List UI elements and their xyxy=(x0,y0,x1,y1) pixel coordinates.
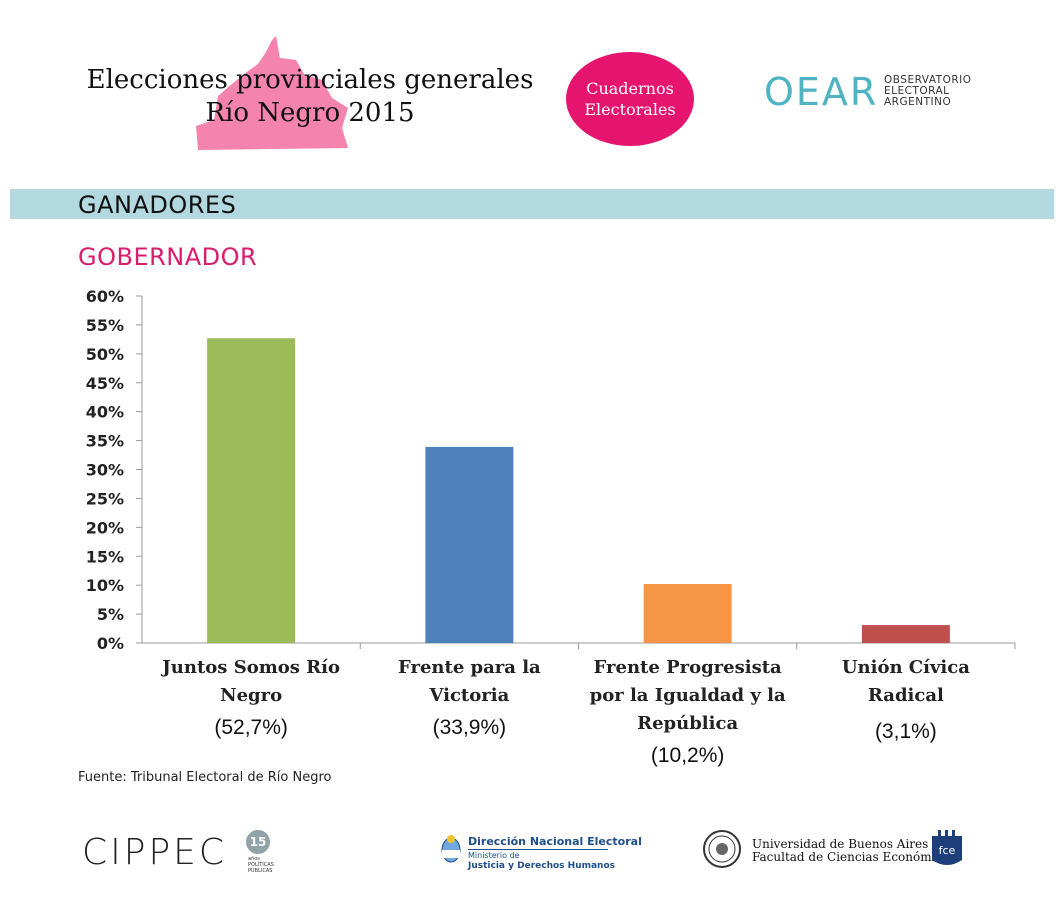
uba-seal-icon xyxy=(703,830,741,868)
chart-title: GOBERNADOR xyxy=(78,243,258,271)
oear-sub-line-3: ARGENTINO xyxy=(884,96,952,108)
category-label-line: Negro xyxy=(220,685,283,706)
category-label: Unión Cívica Radical xyxy=(801,654,1011,710)
category-label: Frente Progresista por la Igualdad y la Re… xyxy=(583,654,793,738)
value-label: (33,9%) xyxy=(432,716,507,739)
title-line-1: Elecciones provinciales generales xyxy=(86,65,534,95)
bar-4 xyxy=(861,625,950,643)
y-tick-label: 50% xyxy=(86,345,124,364)
title-line-2: Río Negro 2015 xyxy=(205,98,415,128)
cippec-badge-sub: años xyxy=(248,856,260,862)
oear-logo-word: OEAR xyxy=(764,70,879,114)
oear-sub-line-1: OBSERVATORIO xyxy=(884,74,972,86)
y-tick-label: 20% xyxy=(86,518,124,537)
y-tick-label: 30% xyxy=(86,461,124,480)
fce-mark: fce xyxy=(939,844,956,857)
province-silhouette xyxy=(196,36,348,150)
category-label-line: Juntos Somos Río xyxy=(162,657,340,678)
cippec-badge-number: 15 xyxy=(249,835,267,849)
value-label: (52,7%) xyxy=(214,716,288,739)
y-tick-label: 10% xyxy=(86,576,124,595)
category-label-line: Victoria xyxy=(429,685,510,706)
dne-ministry-line-1: Ministerio de xyxy=(468,851,520,860)
category-label-line: República xyxy=(637,713,739,734)
bar-1 xyxy=(207,338,296,643)
y-tick-label: 25% xyxy=(86,489,124,508)
y-tick-label: 45% xyxy=(86,374,124,393)
y-tick-label: 60% xyxy=(86,287,124,306)
badge-line-2: Electorales xyxy=(584,100,676,119)
cippec-sub-line-1: POLÍTICAS xyxy=(248,862,274,868)
bar-3 xyxy=(643,584,732,643)
category-label: Frente para la Victoria xyxy=(364,654,574,710)
cippec-logo: CIPPEC xyxy=(82,832,228,873)
cippec-subtitle: años POLÍTICAS PÚBLICAS xyxy=(248,856,274,874)
dne-title: Dirección Nacional Electoral xyxy=(468,835,642,848)
cuadernos-electorales-badge: Cuadernos Electorales xyxy=(566,52,694,146)
bar-2 xyxy=(425,446,514,643)
rio-negro-province-map xyxy=(196,36,348,150)
category-label-line: Frente para la xyxy=(398,657,541,678)
category-label-line: por la Igualdad y la xyxy=(589,685,786,706)
y-tick-label: 5% xyxy=(97,605,124,624)
badge-line-1: Cuadernos xyxy=(586,79,674,98)
oear-logo-subtitle: OBSERVATORIO ELECTORAL ARGENTINO xyxy=(884,75,972,108)
value-label: (3,1%) xyxy=(874,720,937,743)
y-tick-label: 15% xyxy=(86,547,124,566)
category-label-line: Frente Progresista xyxy=(593,657,782,678)
bar-chart: 0% 5% 10% 15% 20% 25% 30% 35% 40% 45% 50% 55% 60% xyxy=(86,287,1016,653)
section-title: GANADORES xyxy=(78,191,237,219)
source-note: Fuente: Tribunal Electoral de Río Negro xyxy=(78,770,332,785)
section-band xyxy=(10,189,1054,219)
uba-name: Universidad de Buenos Aires Facultad de … xyxy=(752,838,955,864)
y-tick-label: 55% xyxy=(86,316,124,335)
y-tick-label: 35% xyxy=(86,432,124,451)
argentina-shield-icon xyxy=(441,835,461,863)
uba-line-1: Universidad de Buenos Aires xyxy=(752,837,929,851)
cippec-sub-line-2: PÚBLICAS xyxy=(248,868,273,874)
category-label-line: Unión Cívica xyxy=(841,657,970,678)
oear-sub-line-2: ELECTORAL xyxy=(884,85,950,97)
value-label: (10,2%) xyxy=(650,744,725,767)
dne-divider xyxy=(468,849,608,850)
y-tick-label: 0% xyxy=(97,634,124,653)
dne-ministry-line-2: Justicia y Derechos Humanos xyxy=(468,861,615,871)
uba-line-2: Facultad de Ciencias Económicas xyxy=(752,850,956,864)
category-label-line: Radical xyxy=(867,685,944,706)
category-label: Juntos Somos Río Negro xyxy=(146,654,356,710)
fce-logo-icon: fce xyxy=(932,830,962,865)
page-title: Elecciones provinciales generales Río Ne… xyxy=(80,64,540,130)
cippec-15-badge: 15 xyxy=(246,830,270,854)
y-tick-label: 40% xyxy=(86,403,124,422)
